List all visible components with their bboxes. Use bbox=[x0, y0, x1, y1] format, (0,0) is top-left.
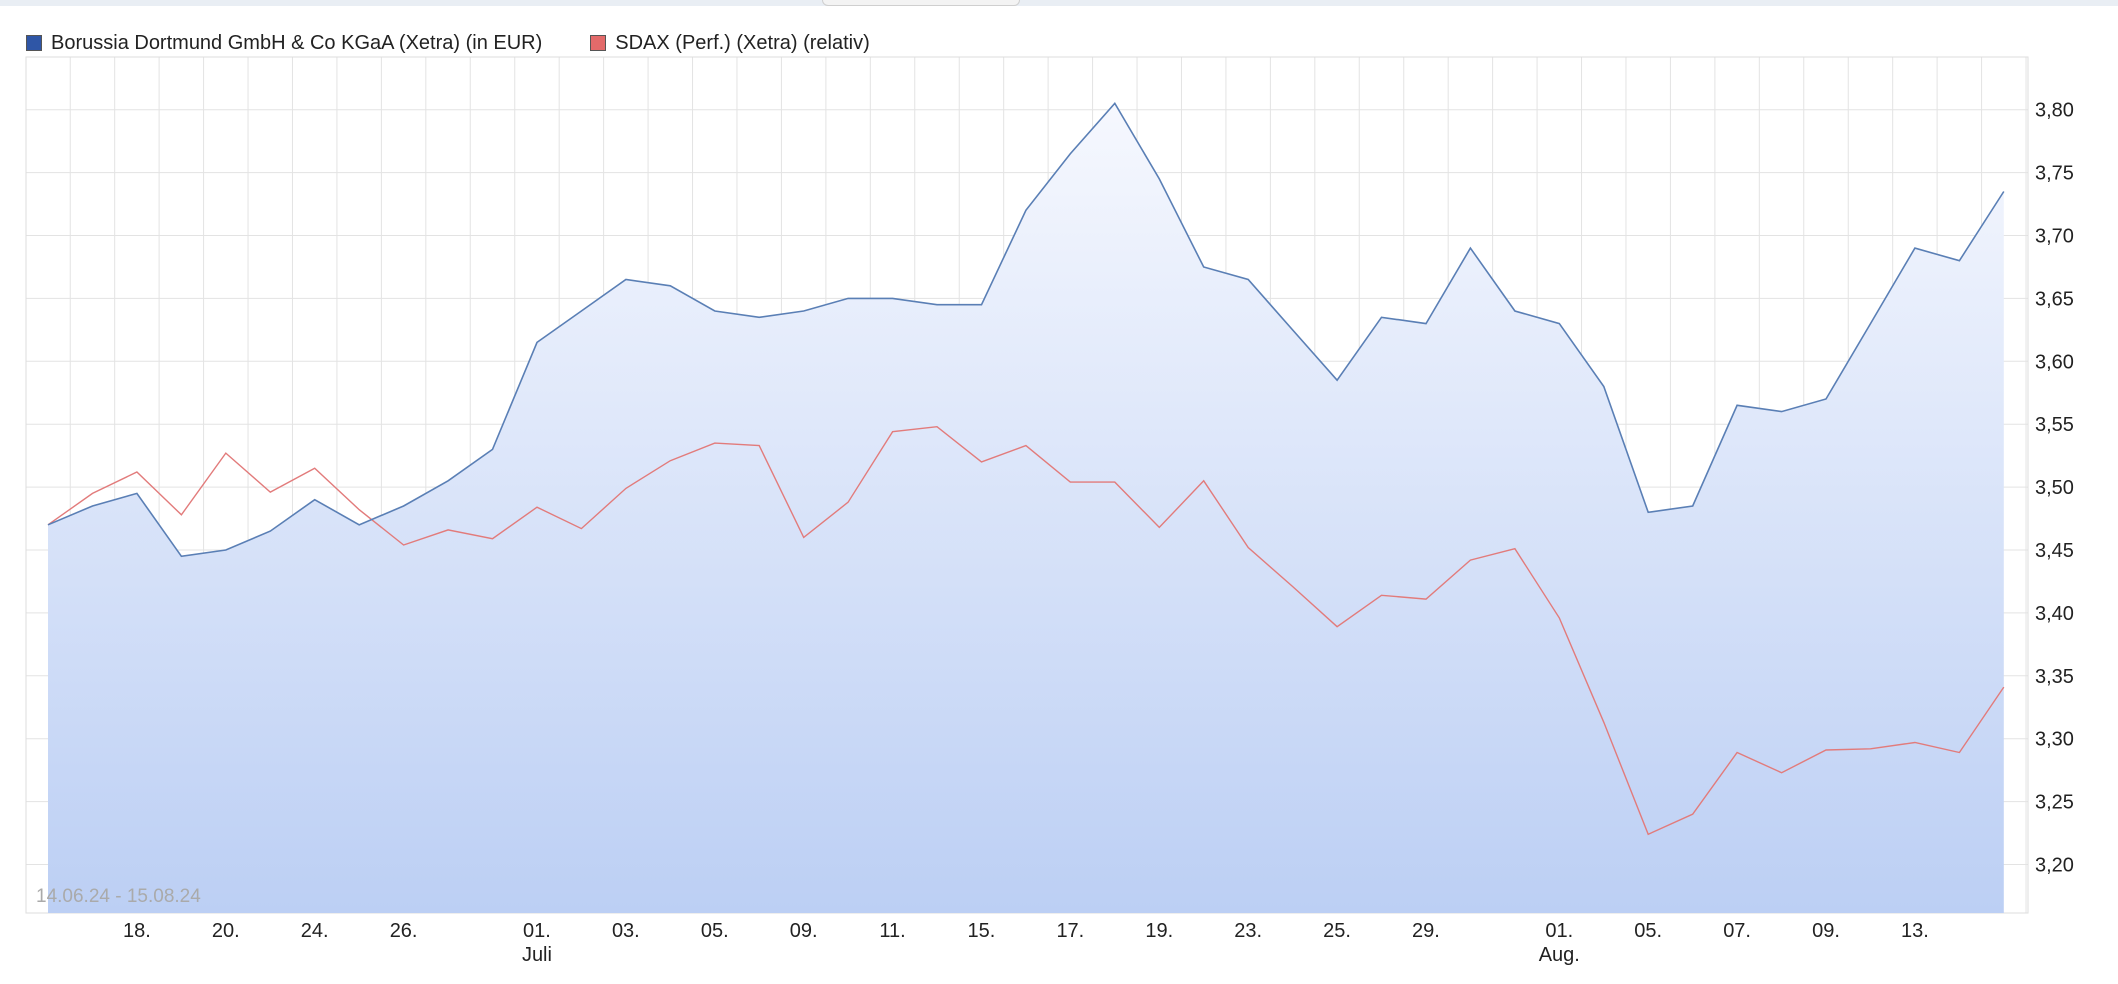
legend-swatch-series2 bbox=[590, 35, 607, 51]
x-tick-label: 01. bbox=[523, 920, 551, 942]
y-tick-label: 3,45 bbox=[2035, 540, 2074, 562]
series1-line bbox=[47, 102, 2005, 558]
x-tick-label: 18. bbox=[123, 920, 151, 942]
x-tick-label: 29. bbox=[1412, 920, 1440, 942]
y-tick-label: 3,55 bbox=[2035, 414, 2074, 436]
x-tick-sublabel: Aug. bbox=[1539, 944, 1580, 966]
y-tick-label: 3,80 bbox=[2035, 100, 2074, 122]
top-bar bbox=[0, 0, 2118, 6]
x-tick-label: 07. bbox=[1723, 920, 1751, 942]
x-tick-label: 03. bbox=[612, 920, 640, 942]
x-tick-label: 05. bbox=[701, 920, 729, 942]
x-tick-label: 13. bbox=[1901, 920, 1929, 942]
y-tick-label: 3,20 bbox=[2035, 855, 2074, 877]
y-tick-label: 3,70 bbox=[2035, 226, 2074, 248]
x-tick-label: 17. bbox=[1056, 920, 1084, 942]
x-tick-sublabel: Juli bbox=[522, 944, 552, 966]
legend-label-series2: SDAX (Perf.) (Xetra) (relativ) bbox=[615, 31, 870, 54]
chart-legend: Borussia Dortmund GmbH & Co KGaA (Xetra)… bbox=[26, 30, 918, 56]
x-tick-label: 26. bbox=[390, 920, 418, 942]
x-tick-label: 01. bbox=[1545, 920, 1573, 942]
x-tick-label: 15. bbox=[968, 920, 996, 942]
legend-swatch-series1 bbox=[26, 35, 42, 51]
x-tick-label: 20. bbox=[212, 920, 240, 942]
y-tick-label: 3,35 bbox=[2035, 666, 2074, 688]
x-tick-label: 25. bbox=[1323, 920, 1351, 942]
y-tick-label: 3,75 bbox=[2035, 163, 2074, 185]
x-tick-label: 11. bbox=[879, 920, 905, 942]
y-tick-label: 3,65 bbox=[2035, 288, 2074, 310]
legend-item-series2[interactable]: SDAX (Perf.) (Xetra) (relativ) bbox=[590, 31, 870, 55]
date-range-label: 14.06.24 - 15.08.24 bbox=[36, 886, 201, 907]
y-tick-label: 3,30 bbox=[2035, 729, 2074, 751]
y-tick-label: 3,25 bbox=[2035, 792, 2074, 814]
x-tick-label: 23. bbox=[1234, 920, 1262, 942]
y-axis-labels: 3,20 3,25 3,30 3,35 3,40 3,45 3,50 3,55 3,60 3,65… bbox=[2035, 100, 2074, 877]
x-tick-label: 19. bbox=[1145, 920, 1173, 942]
x-tick-label: 09. bbox=[790, 920, 818, 942]
series1-area bbox=[48, 103, 2004, 913]
legend-label-series1: Borussia Dortmund GmbH & Co KGaA (Xetra)… bbox=[51, 31, 543, 54]
y-tick-label: 3,50 bbox=[2035, 477, 2074, 499]
x-tick-label: 09. bbox=[1812, 920, 1840, 942]
x-tick-label: 24. bbox=[301, 920, 329, 942]
legend-item-series1[interactable]: Borussia Dortmund GmbH & Co KGaA (Xetra)… bbox=[26, 32, 542, 55]
x-tick-label: 05. bbox=[1634, 920, 1662, 942]
series2-line bbox=[47, 425, 2005, 836]
y-tick-label: 3,60 bbox=[2035, 351, 2074, 373]
y-tick-label: 3,40 bbox=[2035, 603, 2074, 625]
